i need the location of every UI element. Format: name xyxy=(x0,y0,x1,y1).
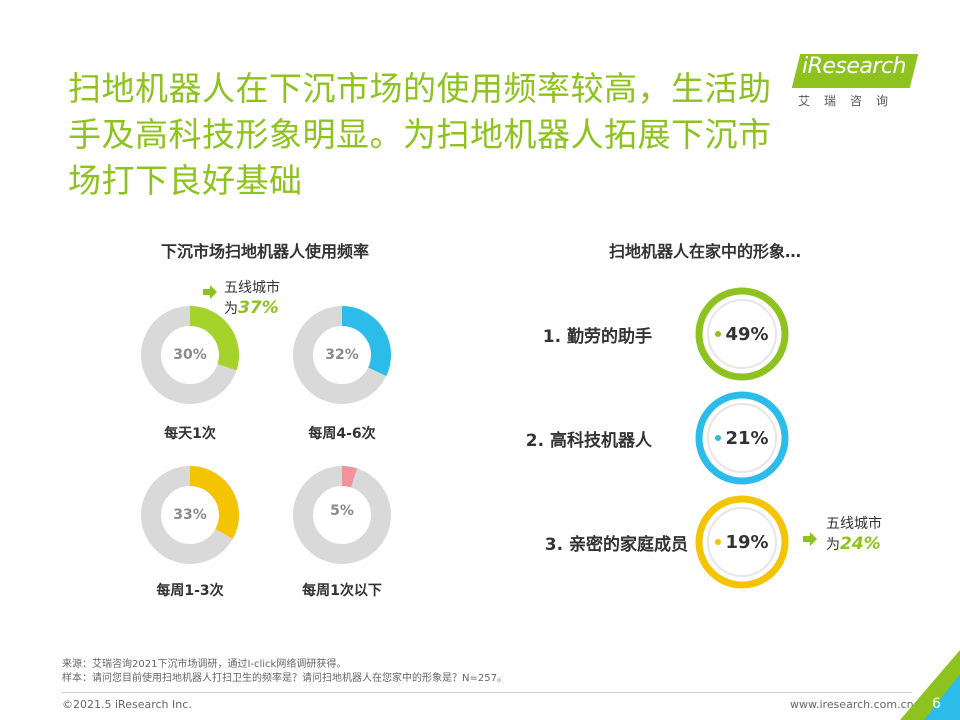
footer-divider xyxy=(62,692,912,693)
ring-value: 49% xyxy=(694,286,790,382)
donut-label: 每周1次以下 xyxy=(302,583,382,599)
donut-chart xyxy=(293,466,391,564)
page-title: 扫地机器人在下沉市场的使用频率较高，生活助手及高科技形象明显。为扫地机器人拓展下… xyxy=(68,69,772,200)
donut-chart xyxy=(141,466,239,564)
footer-source: 来源：艾瑞咨询2021下沉市场调研，通过I-click网络调研获得。 样本：请问… xyxy=(62,659,507,684)
donut-1-3-weekly: 33% xyxy=(140,465,240,565)
image-row-label: 2. 高科技机器人 xyxy=(525,431,652,451)
donut-percent: 33% xyxy=(173,507,207,523)
image-ring-family: 19% xyxy=(694,494,790,590)
right-note: 五线城市 为24% xyxy=(826,516,882,554)
image-row-label: 1. 勤劳的助手 xyxy=(542,327,652,347)
left-section-title: 下沉市场扫地机器人使用频率 xyxy=(160,242,369,261)
arrow-right-icon xyxy=(803,532,817,546)
donut-4-6-weekly: 32% xyxy=(292,305,392,405)
page-number: 6 xyxy=(932,696,941,712)
logo-word: iResearch xyxy=(802,54,907,79)
logo-cn: 艾瑞咨询 xyxy=(798,94,903,108)
ring-value: 19% xyxy=(694,494,790,590)
donut-chart xyxy=(141,306,239,404)
donut-percent: 32% xyxy=(325,347,359,363)
donut-label: 每周1-3次 xyxy=(156,583,224,599)
right-section-title: 扫地机器人在家中的形象… xyxy=(608,242,801,261)
image-ring-hardworking: 49% xyxy=(694,286,790,382)
ring-value: 21% xyxy=(694,390,790,486)
image-row-label: 3. 亲密的家庭成员 xyxy=(544,535,688,555)
footer-copyright: ©2021.5 iResearch Inc. xyxy=(62,698,192,711)
iresearch-logo: iResearch 艾瑞咨询 xyxy=(791,50,919,112)
image-ring-hightech: 21% xyxy=(694,390,790,486)
footer-url[interactable]: www.iresearch.com.cn xyxy=(790,698,914,711)
donut-daily: 30% xyxy=(140,305,240,405)
donut-chart xyxy=(293,306,391,404)
donut-label: 每周4-6次 xyxy=(308,426,376,442)
arrow-right-icon xyxy=(203,285,217,299)
corner-decoration xyxy=(900,650,960,720)
donut-label: 每天1次 xyxy=(164,426,216,442)
donut-under-1-weekly: 5% xyxy=(292,465,392,565)
donut-percent: 5% xyxy=(330,503,354,519)
left-note: 五线城市 为37% xyxy=(224,280,280,318)
donut-percent: 30% xyxy=(173,347,207,363)
